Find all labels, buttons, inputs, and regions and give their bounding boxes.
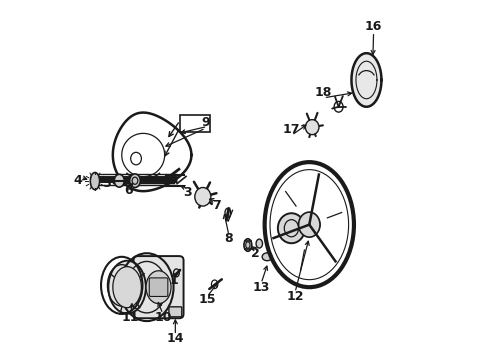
Text: 14: 14	[167, 333, 184, 346]
FancyBboxPatch shape	[169, 307, 182, 317]
Ellipse shape	[298, 212, 320, 237]
Text: 13: 13	[252, 281, 270, 294]
Text: 11: 11	[122, 311, 140, 324]
Text: 8: 8	[224, 233, 233, 246]
Text: 9: 9	[201, 116, 210, 129]
Ellipse shape	[114, 174, 124, 187]
Text: 3: 3	[184, 186, 192, 199]
Ellipse shape	[305, 120, 319, 135]
Text: 12: 12	[286, 289, 304, 303]
Ellipse shape	[244, 239, 252, 251]
Text: 18: 18	[315, 86, 332, 99]
Text: 10: 10	[154, 311, 172, 324]
Text: 5: 5	[103, 177, 112, 190]
Text: 4: 4	[74, 174, 82, 186]
Ellipse shape	[308, 216, 320, 233]
Ellipse shape	[90, 172, 99, 190]
Text: 15: 15	[199, 293, 216, 306]
FancyBboxPatch shape	[134, 256, 184, 318]
Ellipse shape	[278, 213, 305, 243]
Ellipse shape	[195, 188, 211, 206]
Text: 1: 1	[169, 274, 178, 287]
Text: 17: 17	[283, 123, 300, 136]
FancyBboxPatch shape	[149, 278, 168, 296]
Ellipse shape	[108, 261, 146, 314]
Text: 6: 6	[124, 184, 133, 197]
Text: 2: 2	[251, 247, 260, 260]
Ellipse shape	[146, 271, 171, 303]
Text: 7: 7	[212, 198, 221, 212]
Ellipse shape	[113, 267, 142, 308]
Bar	[180, 114, 210, 132]
Ellipse shape	[256, 239, 263, 248]
Text: 16: 16	[365, 20, 382, 33]
Ellipse shape	[130, 174, 140, 188]
Polygon shape	[351, 53, 381, 107]
Ellipse shape	[262, 253, 272, 261]
